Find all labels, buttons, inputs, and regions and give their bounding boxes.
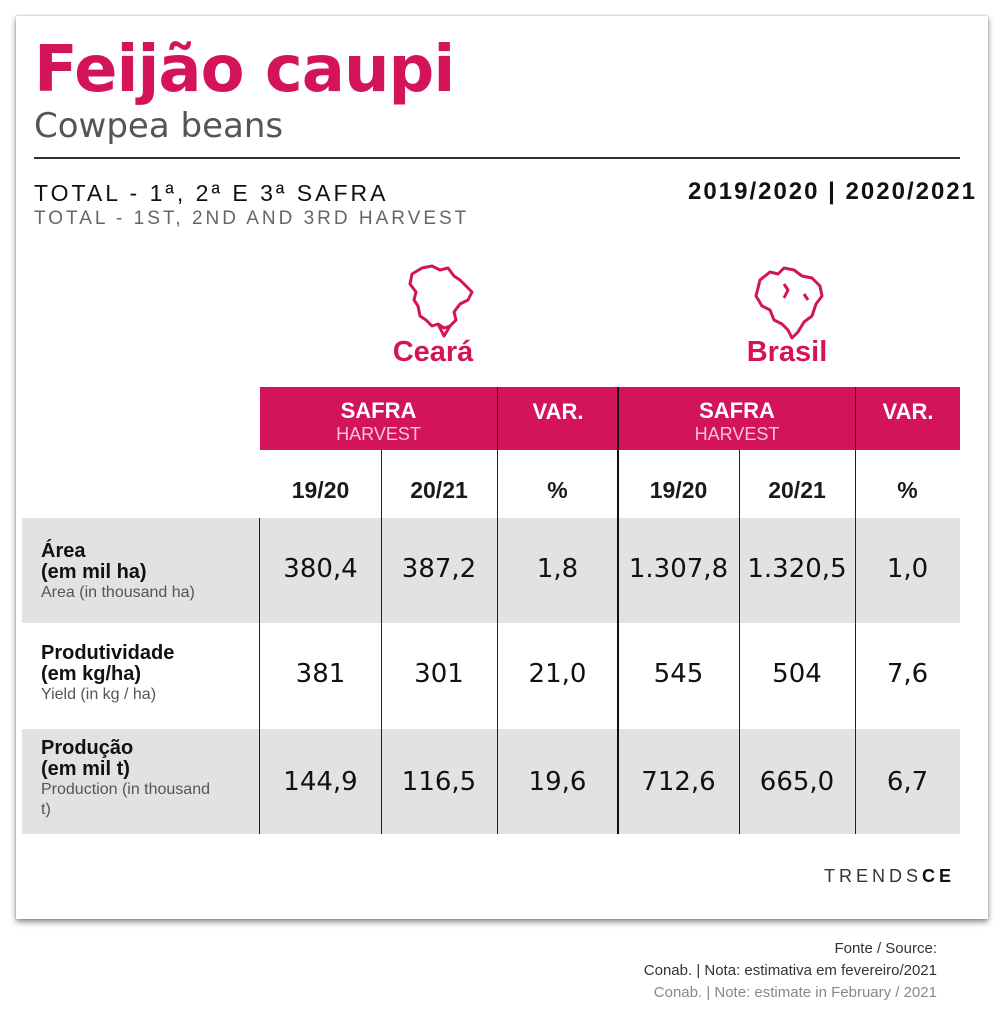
- page-title: Feijão caupi: [34, 33, 455, 107]
- subheader-ceara-2021: 20/21: [410, 477, 468, 503]
- subheader-ceara-pct: %: [547, 477, 568, 503]
- source-note-pt: Conab. | Nota: estimativa em fevereiro/2…: [643, 962, 937, 979]
- cell-prod-brasil-1920: 712,6: [641, 767, 716, 797]
- cell-prod-ceara-pct: 19,6: [528, 767, 587, 797]
- region-divider: [617, 387, 619, 834]
- row-label-unit: (em mil ha): [41, 561, 147, 583]
- cell-area-ceara-pct: 1,8: [536, 554, 579, 584]
- header-safra-brasil: SAFRA HARVEST: [619, 387, 855, 450]
- ceara-map-icon: [408, 264, 474, 338]
- cell-yield-ceara-2021: 301: [414, 659, 464, 689]
- cell-prod-brasil-pct: 6,7: [886, 767, 929, 797]
- section-label-pt: TOTAL - 1ª, 2ª E 3ª SAFRA: [34, 180, 389, 206]
- row-label-pt: Produtividade: [41, 642, 175, 664]
- row-label-en: Area (in thousand ha): [41, 584, 195, 601]
- header-safra-label: SAFRA: [699, 398, 775, 423]
- col-divider: [259, 518, 260, 834]
- subheader-brasil-pct: %: [897, 477, 918, 503]
- header-harvest-label: HARVEST: [336, 424, 421, 444]
- subheader-ceara-1920: 19/20: [291, 477, 350, 503]
- cell-yield-ceara-1920: 381: [295, 659, 346, 689]
- cell-prod-ceara-2021: 116,5: [401, 767, 477, 797]
- title-divider: [34, 157, 960, 159]
- cell-area-brasil-1920: 1.307,8: [628, 554, 729, 584]
- cell-area-brasil-2021: 1.320,5: [747, 554, 847, 584]
- row-bg-area: [22, 518, 960, 623]
- row-label-unit: (em kg/ha): [41, 663, 142, 685]
- source-label: Fonte / Source:: [834, 940, 937, 957]
- logo-text: TRENDS: [823, 866, 922, 886]
- header-safra-ceara: SAFRA HARVEST: [260, 387, 497, 450]
- brasil-map-icon: [754, 266, 824, 340]
- source-note-en: Conab. | Note: estimate in February / 20…: [653, 984, 937, 1001]
- cell-yield-brasil-2021: 504: [772, 659, 822, 689]
- region-name-brasil: Brasil: [746, 336, 828, 368]
- row-label-producao: Produção (em mil t) Production (in thous…: [41, 738, 211, 820]
- cell-area-brasil-pct: 1,0: [886, 554, 929, 584]
- header-var-label: VAR.: [532, 399, 584, 424]
- cell-prod-brasil-2021: 665,0: [759, 767, 835, 797]
- col-divider: [739, 450, 740, 834]
- trendsce-logo: TRENDSCE: [824, 866, 955, 887]
- cell-prod-ceara-1920: 144,9: [283, 767, 358, 797]
- header-var-ceara: VAR.: [498, 387, 618, 450]
- header-harvest-label: HARVEST: [694, 424, 780, 444]
- header-var-label: VAR.: [882, 399, 934, 424]
- subheader-brasil-1920: 19/20: [649, 477, 708, 503]
- cell-yield-ceara-pct: 21,0: [528, 659, 587, 689]
- header-safra-label: SAFRA: [340, 398, 417, 423]
- header-var-brasil: VAR.: [856, 387, 960, 450]
- row-label-en: Production (in thousand t): [41, 781, 210, 818]
- row-label-pt: Produção: [41, 737, 134, 759]
- row-label-unit: (em mil t): [41, 758, 130, 780]
- col-divider: [855, 387, 856, 834]
- col-divider: [497, 387, 498, 834]
- row-bg-producao: [22, 729, 960, 834]
- years-label: 2019/2020 | 2020/2021: [688, 178, 977, 205]
- section-label-en: TOTAL - 1ST, 2ND AND 3RD HARVEST: [34, 208, 470, 229]
- cell-area-ceara-2021: 387,2: [401, 554, 477, 584]
- cell-yield-brasil-1920: 545: [653, 659, 704, 689]
- subheader-brasil-2021: 20/21: [768, 477, 826, 503]
- region-name-ceara: Ceará: [392, 336, 474, 368]
- row-label-en: Yield (in kg / ha): [41, 686, 157, 703]
- row-label-pt: Área: [41, 540, 86, 562]
- row-label-area: Área (em mil ha) Area (in thousand ha): [41, 541, 195, 603]
- cell-yield-brasil-pct: 7,6: [886, 659, 929, 689]
- page-subtitle: Cowpea beans: [34, 106, 284, 146]
- col-divider: [381, 450, 382, 834]
- row-label-produtividade: Produtividade (em kg/ha) Yield (in kg / …: [41, 643, 174, 705]
- logo-text-bold: CE: [921, 866, 955, 886]
- cell-area-ceara-1920: 380,4: [283, 554, 358, 584]
